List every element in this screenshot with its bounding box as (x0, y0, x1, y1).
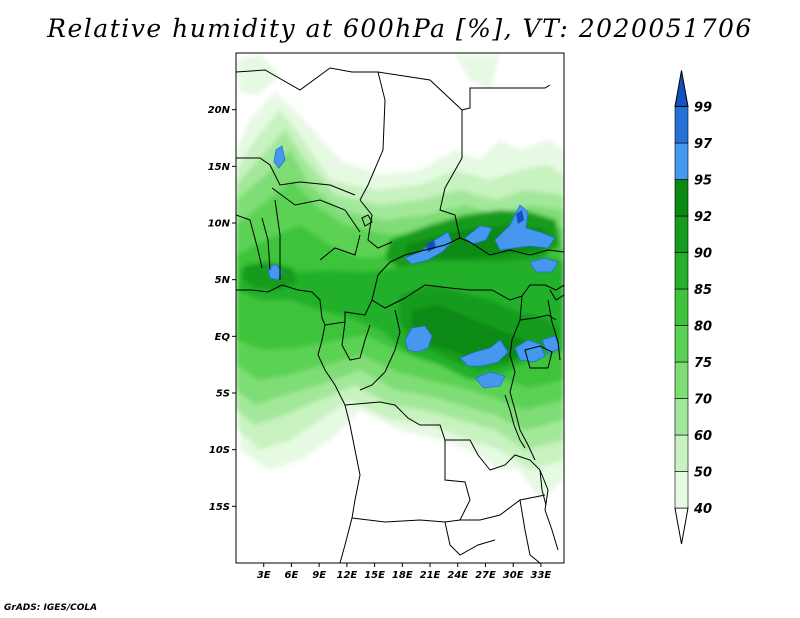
colorbar-segment (674, 252, 689, 290)
colorbar-label: 97 (694, 137, 713, 152)
border-uganda-southsudan (519, 314, 557, 321)
border-kenya-ethiopia (549, 289, 564, 301)
grads-credit: GrADS: IGES/COLA (4, 603, 98, 613)
colorbar: 40 50 60 70 75 80 85 90 92 95 97 99 (674, 70, 713, 545)
border-algeria-libya (236, 67, 386, 201)
border-mozambique (519, 499, 541, 563)
latitude-axis: 20N 15N 10N 5N EQ 5S 10S 15S (208, 105, 236, 513)
lon-tick-label: 18E (392, 570, 413, 581)
colorbar-label: 85 (694, 283, 712, 298)
colorbar-label: 99 (694, 101, 712, 116)
rh-cell-97 (474, 371, 506, 389)
lake-chad (361, 214, 373, 227)
lat-tick-label: 20N (208, 105, 231, 116)
colorbar-label: 70 (694, 393, 712, 408)
border-gabon-congo (341, 321, 371, 361)
border-nigeria-cameroon (319, 234, 361, 261)
border-drc-tanzania (509, 391, 536, 461)
lake-malawi (539, 469, 547, 506)
border-egypt-sudan (461, 84, 551, 111)
lat-tick-label: 15N (208, 162, 231, 173)
colorbar-label: 50 (694, 466, 712, 481)
longitude-axis: 3E 6E 9E 12E 15E 18E 21E 24E 27E 30E 33E (257, 563, 552, 581)
lon-tick-label: 21E (420, 570, 441, 581)
rh-cell-97 (529, 257, 559, 273)
lon-tick-label: 9E (312, 570, 326, 581)
lat-tick-label: 5N (215, 275, 231, 286)
border-benin-togo (261, 199, 281, 280)
colorbar-segment (674, 179, 689, 217)
rh-cell-97 (459, 339, 509, 367)
lon-tick-label: 33E (531, 570, 552, 581)
border-drc-zambia (489, 454, 541, 471)
border-chad-sudan (439, 187, 471, 243)
border-car-cameroon (371, 274, 406, 309)
rh-cell-97 (514, 339, 546, 363)
border-nigeria-north (271, 187, 361, 233)
lon-tick-label: 3E (257, 570, 271, 581)
plot-frame (235, 52, 565, 564)
border-malawi (539, 469, 559, 551)
rh-blue-cells (267, 145, 561, 389)
rh-band-40b (236, 55, 280, 95)
border-congo-drc (359, 309, 401, 391)
colorbar-segment (674, 325, 689, 363)
lon-tick-label: 30E (503, 570, 524, 581)
lake-tanganyika (504, 394, 526, 449)
colorbar-segment (674, 471, 689, 509)
border-botswana (444, 521, 496, 556)
lat-tick-label: 10N (208, 219, 231, 230)
map-title: Relative humidity at 600hPa [%], VT: 202… (47, 14, 753, 43)
rh-cell-97 (494, 204, 556, 251)
lon-tick-label: 27E (475, 570, 496, 581)
humidity-field (236, 55, 564, 563)
colorbar-segment (674, 215, 689, 253)
lake-victoria (524, 345, 553, 369)
border-cameroon-gabon (324, 299, 373, 326)
colorbar-label: 95 (694, 174, 712, 189)
border-chad-car (377, 237, 461, 276)
rh-cell-99 (516, 210, 524, 224)
border-angola-zambia (444, 440, 471, 521)
lat-tick-label: 5S (216, 389, 230, 400)
lon-tick-label: 12E (336, 570, 357, 581)
colorbar-upper-arrow (674, 70, 689, 107)
colorbar-label: 75 (694, 356, 712, 371)
colorbar-segment (674, 361, 689, 399)
colorbar-lower-arrow (674, 507, 689, 545)
lon-tick-label: 6E (285, 570, 299, 581)
colorbar-label: 90 (694, 247, 712, 262)
colorbar-segment (674, 288, 689, 326)
colorbar-segment (674, 434, 689, 472)
border-southsudan-drc (521, 284, 564, 297)
border-ghana (236, 214, 263, 269)
country-borders (236, 67, 564, 563)
colorbar-label: 92 (694, 210, 712, 225)
border-sudan-southsudan (469, 241, 564, 256)
lon-tick-label: 24E (447, 570, 468, 581)
lon-tick-label: 15E (364, 570, 385, 581)
colorbar-label: 40 (693, 502, 712, 517)
border-car-drc (404, 284, 523, 301)
border-drc-uganda (509, 295, 523, 393)
lat-tick-label: 15S (209, 502, 230, 513)
border-zambia-zimbabwe (460, 494, 546, 521)
border-niger-chad (359, 199, 393, 249)
coast-west-africa (236, 284, 361, 563)
colorbar-segment (674, 142, 689, 180)
lat-tick-label: 10S (209, 445, 230, 456)
border-mali-niger (236, 157, 356, 196)
colorbar-label: 80 (694, 320, 712, 335)
border-drc-angola (344, 401, 491, 471)
rh-cell-97 (273, 145, 286, 169)
rh-band-40c (455, 55, 500, 90)
rh-cell-97 (404, 325, 433, 353)
colorbar-label: 60 (694, 429, 712, 444)
colorbar-segment (674, 398, 689, 436)
border-angola-namibia (351, 517, 461, 523)
colorbar-segment (674, 106, 689, 144)
border-uganda-kenya (547, 299, 561, 361)
lat-tick-label: EQ (215, 332, 231, 343)
